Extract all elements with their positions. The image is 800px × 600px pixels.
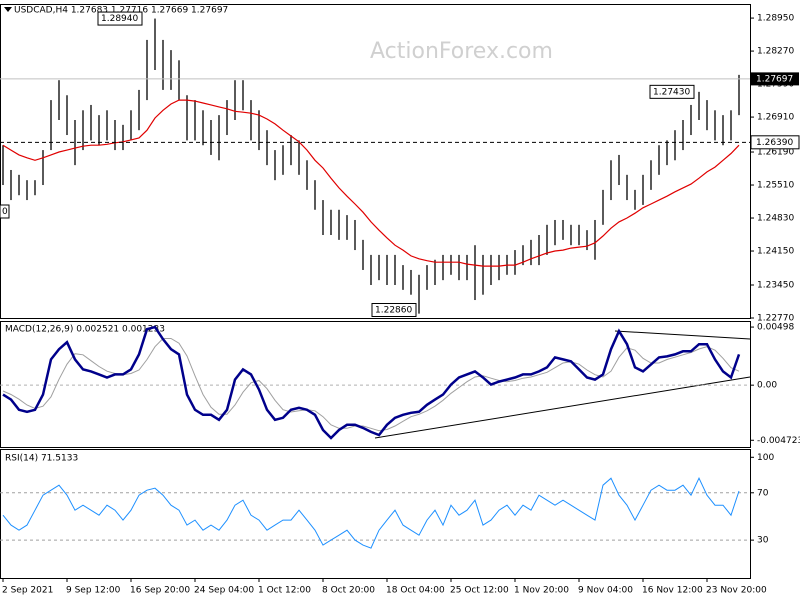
x-tick-label: 9 Nov 04:00	[578, 586, 633, 596]
y-tick-label: 30	[757, 536, 769, 546]
level-label-box	[750, 135, 800, 150]
current-price-box	[751, 72, 799, 86]
y-tick-label: 1.24150	[757, 247, 794, 257]
x-tick-label: 24 Sep 04:00	[194, 586, 254, 596]
y-tick-label: 1.28270	[757, 47, 794, 57]
y-tick-label: 0.00	[757, 381, 777, 391]
x-tick-label: 23 Nov 20:00	[706, 586, 767, 596]
annotation-label: 1.28940	[101, 14, 138, 24]
x-tick-label: 16 Nov 12:00	[642, 586, 703, 596]
rsi-panel	[0, 449, 751, 579]
y-tick-label: 0.00498	[757, 323, 794, 333]
x-tick-label: 25 Oct 12:00	[450, 586, 509, 596]
y-tick-label: 1.28950	[757, 14, 794, 24]
rsi-line	[2, 477, 740, 549]
x-tick-label: 2 Sep 2021	[2, 586, 53, 596]
signal-line	[2, 338, 740, 432]
macd-line	[2, 325, 741, 440]
macd-title: MACD(12,26,9) 0.002521 0.001233	[5, 325, 165, 335]
x-tick-label: 1 Nov 20:00	[514, 586, 569, 596]
level-label: 1.26390	[756, 138, 793, 148]
x-tick-label: 9 Sep 12:00	[66, 586, 121, 596]
y-tick-label: 100	[757, 453, 774, 463]
x-tick-label: 16 Sep 20:00	[130, 586, 190, 596]
annotation-label: 1.22860	[375, 306, 412, 316]
symbol-icon	[4, 7, 12, 12]
x-tick-label: 1 Oct 12:00	[258, 586, 311, 596]
edge-label: 0	[2, 207, 8, 217]
watermark: ActionForex.com	[370, 39, 553, 64]
macd-trendline	[374, 376, 751, 439]
x-tick-label: 18 Oct 04:00	[386, 586, 445, 596]
y-tick-label: 70	[757, 488, 769, 498]
macd-panel	[0, 321, 751, 448]
annotation-label: 1.27430	[653, 87, 690, 97]
x-tick-label: 8 Oct 20:00	[322, 586, 375, 596]
chart-title: USDCAD,H4 1.27683 1.27716 1.27669 1.2769…	[14, 6, 228, 16]
price-panel	[0, 4, 751, 319]
macd-trendline	[614, 330, 751, 340]
y-tick-label: 1.25510	[757, 181, 794, 191]
edge-label-box	[0, 204, 10, 219]
moving-average	[2, 99, 740, 267]
y-tick-label: -0.004723	[757, 436, 800, 446]
rsi-title: RSI(14) 71.5133	[5, 454, 78, 464]
y-tick-label: 1.23450	[757, 280, 794, 290]
y-tick-label: 1.24830	[757, 214, 794, 224]
annotation-box	[371, 303, 417, 317]
annotation-box	[649, 84, 695, 99]
y-tick-label: 1.26190	[757, 148, 794, 158]
current-price-label: 1.27697	[756, 74, 793, 84]
annotation-box	[97, 11, 143, 26]
y-tick-label: 1.26910	[757, 113, 794, 123]
y-tick-label: 1.22770	[757, 314, 794, 324]
